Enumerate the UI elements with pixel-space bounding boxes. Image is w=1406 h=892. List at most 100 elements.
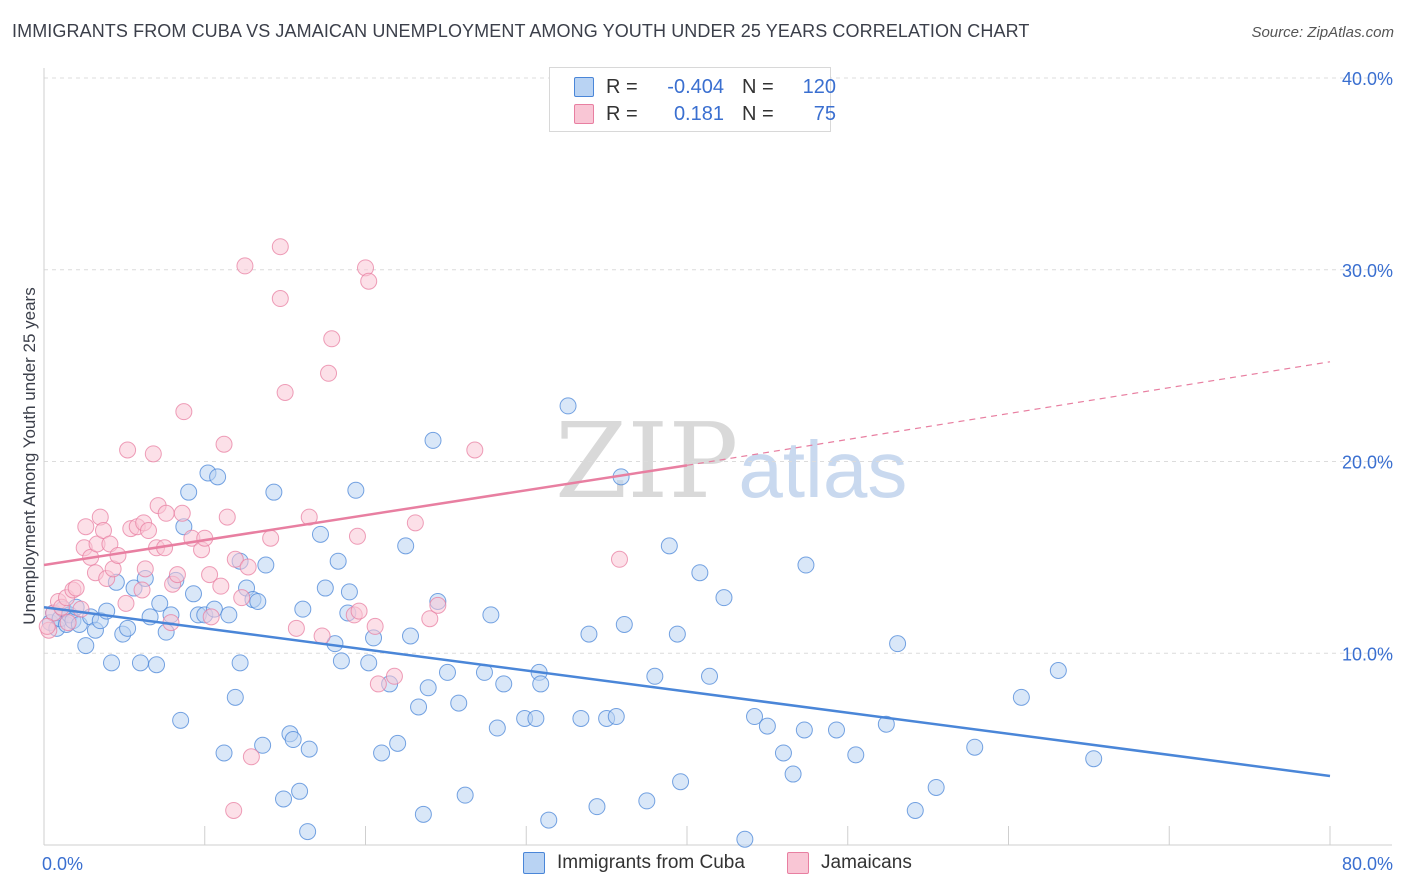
data-point-cuba [638,792,656,810]
data-point-cuba [1085,750,1103,768]
data-point-cuba [691,564,709,582]
data-point-jamaicans [202,608,220,626]
data-point-cuba [148,656,166,674]
trend-line-jamaicans [43,464,688,567]
data-point-cuba [397,537,415,555]
data-point-cuba [284,731,302,749]
data-point-cuba [877,715,895,733]
data-point-cuba [119,619,137,637]
data-point-cuba [540,811,558,829]
data-point-jamaicans [271,290,289,308]
legend-r-label: R = [606,75,638,98]
data-point-cuba [797,556,815,574]
legend-r-value: 0.181 [673,102,724,125]
data-point-jamaicans [119,441,137,459]
data-point-jamaicans [406,514,424,532]
data-point-cuba [784,765,802,783]
data-point-cuba [209,468,227,486]
data-point-cuba [402,627,420,645]
legend-row-jamaicans: R = 0.181 N = 75 [574,101,836,127]
data-point-cuba [275,790,293,808]
data-point-cuba [172,711,190,729]
data-point-jamaicans [157,504,175,522]
data-point-cuba [701,667,719,685]
data-point-jamaicans [225,801,243,819]
data-point-cuba [316,579,334,597]
data-point-cuba [424,431,442,449]
data-point-jamaicans [233,589,251,607]
data-point-cuba [299,823,317,841]
data-point-jamaicans [139,522,157,540]
data-point-jamaicans [59,614,77,632]
data-point-jamaicans [215,435,233,453]
data-point-jamaicans [218,508,236,526]
data-point-cuba [414,805,432,823]
data-point-jamaicans [348,527,366,545]
data-point-cuba [450,694,468,712]
data-point-jamaicans [136,560,154,578]
data-point-jamaicans [320,364,338,382]
data-point-jamaicans [323,330,341,348]
data-point-cuba [438,663,456,681]
data-point-cuba [184,585,202,603]
y-axis-label: Unemployment Among Youth under 25 years [20,287,39,625]
data-point-cuba [249,592,267,610]
data-point-cuba [488,719,506,737]
data-point-cuba [265,483,283,501]
data-point-jamaicans [242,748,260,766]
legend-item-jamaicans: Jamaicans [787,852,912,874]
data-point-jamaicans [276,383,294,401]
data-point-cuba [615,615,633,633]
legend-r-value: -0.404 [667,75,724,98]
data-point-jamaicans [38,617,56,635]
data-point-cuba [927,778,945,796]
data-point-cuba [220,606,238,624]
legend-n-value: 120 [802,75,836,98]
data-point-jamaicans [366,617,384,635]
data-point-jamaicans [239,558,257,576]
data-point-jamaicans [271,238,289,256]
data-point-cuba [347,481,365,499]
data-point-cuba [360,654,378,672]
legend-n-label: N = [742,75,774,98]
chart-title: IMMIGRANTS FROM CUBA VS JAMAICAN UNEMPLO… [12,21,1030,41]
data-point-jamaicans [101,535,119,553]
data-point-cuba [180,483,198,501]
data-point-cuba [419,679,437,697]
y-tick-label: 30.0% [1342,261,1393,281]
y-tick-label: 40.0% [1342,69,1393,89]
data-point-cuba [715,589,733,607]
data-point-jamaicans [287,619,305,637]
data-point-jamaicans [350,602,368,620]
legend-r-label: R = [606,102,638,125]
data-point-jamaicans [173,504,191,522]
stats-legend: R = -0.404 N = 120 R = 0.181 N = 75 [549,67,836,132]
data-point-jamaicans [385,667,403,685]
data-point-jamaicans [117,594,135,612]
data-point-cuba [795,721,813,739]
x-tick-label: 0.0% [42,854,83,874]
legend-n-label: N = [742,102,774,125]
data-point-cuba [646,667,664,685]
data-point-cuba [1049,662,1067,680]
data-point-jamaicans [67,579,85,597]
data-point-cuba [572,709,590,727]
data-point-cuba [311,525,329,543]
data-point-cuba [231,654,249,672]
data-point-cuba [103,654,121,672]
legend-n-value: 75 [813,102,836,125]
data-point-cuba [758,717,776,735]
watermark-atlas: atlas [738,425,908,514]
data-point-cuba [226,688,244,706]
data-point-cuba [131,654,149,672]
data-point-jamaicans [201,566,219,584]
legend-swatch-jamaicans [574,104,594,124]
source-label: Source: ZipAtlas.com [1251,24,1394,41]
data-point-cuba [291,782,309,800]
data-point-cuba [77,637,95,655]
data-point-cuba [736,830,754,848]
data-point-jamaicans [72,600,90,618]
data-point-cuba [300,740,318,758]
trend-line-cuba [43,605,1331,778]
